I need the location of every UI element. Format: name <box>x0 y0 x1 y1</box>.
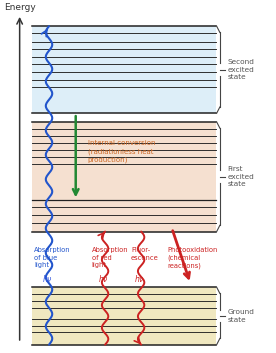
Text: Absorption
of blue
light: Absorption of blue light <box>34 247 71 268</box>
Text: Internal conversion
(radiationless heat
production): Internal conversion (radiationless heat … <box>88 140 155 163</box>
Text: First
excited
state: First excited state <box>227 166 254 187</box>
Text: Ground
state: Ground state <box>227 309 254 323</box>
Text: Energy: Energy <box>4 3 36 12</box>
Text: $h\nu$: $h\nu$ <box>134 273 145 284</box>
Bar <box>32 122 216 232</box>
Text: Second
excited
state: Second excited state <box>227 59 254 80</box>
Bar <box>32 26 216 113</box>
Text: Photooxidation
(chemical
reactions): Photooxidation (chemical reactions) <box>168 247 218 269</box>
Text: Fluor-
escence: Fluor- escence <box>131 247 159 261</box>
Bar <box>32 287 216 345</box>
Text: $h\nu$: $h\nu$ <box>98 273 109 284</box>
Text: Absorption
of red
light: Absorption of red light <box>92 247 128 268</box>
Text: $h\nu$: $h\nu$ <box>42 273 53 284</box>
